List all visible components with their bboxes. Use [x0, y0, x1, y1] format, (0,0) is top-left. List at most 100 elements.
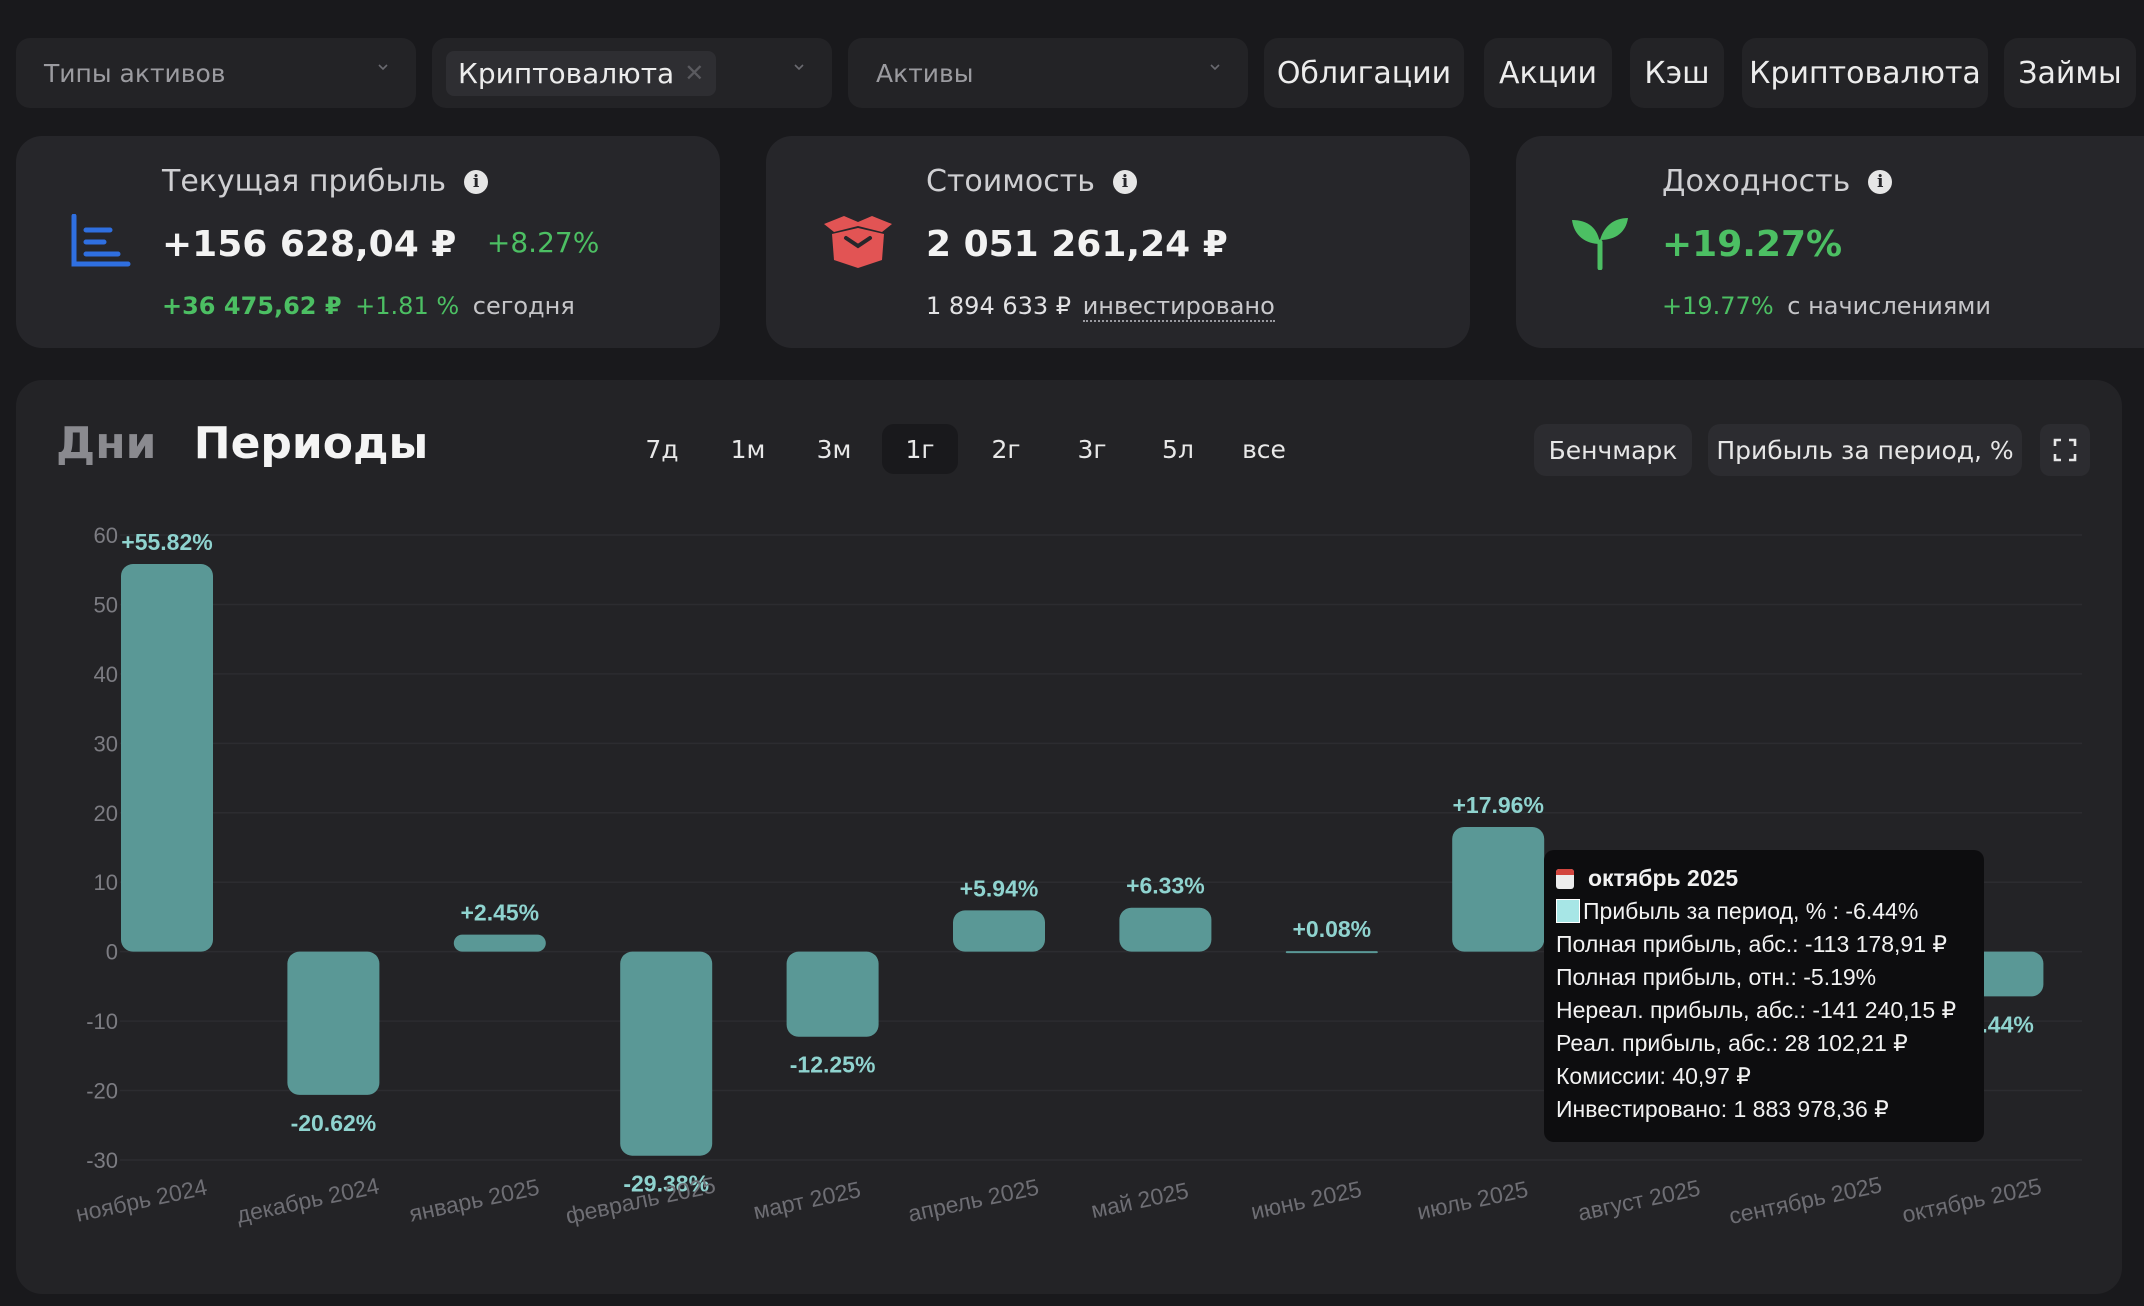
profit-label-row: Текущая прибыль i: [162, 164, 489, 199]
y-tick-label: 0: [106, 940, 118, 965]
x-tick-label: апрель 2025: [906, 1174, 1042, 1227]
info-icon[interactable]: i: [1112, 169, 1137, 194]
bar: [620, 951, 713, 1156]
yield-accrued-row: +19.77% с начислениями: [1662, 292, 1991, 320]
cost-label: Стоимость: [926, 164, 1095, 199]
info-icon[interactable]: i: [1868, 169, 1893, 194]
profit-percent: +8.27%: [486, 226, 600, 259]
expand-icon: [2053, 438, 2077, 462]
benchmark-button[interactable]: Бенчмарк: [1534, 424, 1692, 476]
info-icon[interactable]: i: [464, 169, 489, 194]
fullscreen-button[interactable]: [2040, 424, 2090, 476]
cost-card: Стоимость i 2 051 261,24 ₽ 1 894 633 ₽ и…: [766, 136, 1470, 348]
x-tick-label: октябрь 2025: [1900, 1173, 2044, 1228]
y-tick-label: 10: [94, 870, 118, 895]
selected-chip-label: Криптовалюта: [458, 56, 675, 90]
range-5y[interactable]: 5л: [1162, 434, 1194, 464]
tooltip-line: Полная прибыль, абс.: -113 178,91 ₽: [1556, 931, 1948, 957]
profit-today-percent: +1.81 %: [355, 292, 460, 320]
range-7d[interactable]: 7д: [645, 434, 679, 464]
data-label: +6.33%: [1126, 873, 1205, 899]
bar: [453, 934, 546, 952]
tooltip-line: Нереал. прибыль, абс.: -141 240,15 ₽: [1556, 997, 1957, 1023]
x-tick-label: март 2025: [751, 1176, 863, 1224]
chart-list-icon: [71, 214, 131, 267]
profit-today-suffix: сегодня: [472, 292, 575, 320]
bar: [287, 951, 380, 1095]
metric-button[interactable]: Прибыль за период, %: [1708, 424, 2022, 476]
series-swatch: [1556, 899, 1580, 923]
sprout-icon: [1572, 218, 1628, 270]
bar: [121, 564, 213, 952]
asset-types-placeholder: Типы активов: [44, 58, 226, 88]
tooltip-line: Инвестировано: 1 883 978,36 ₽: [1556, 1096, 1889, 1122]
box-icon: [824, 216, 892, 268]
y-tick-label: 20: [94, 801, 118, 826]
currency-select[interactable]: Криптовалюта ✕: [432, 38, 832, 108]
data-label: +5.94%: [960, 875, 1039, 901]
chevron-down-icon: [1210, 64, 1220, 71]
tooltip-line: Полная прибыль, отн.: -5.19%: [1556, 964, 1877, 990]
cost-invested-row: 1 894 633 ₽ инвестировано: [926, 292, 1275, 322]
x-tick-label: август 2025: [1575, 1175, 1702, 1226]
cost-invested-suffix[interactable]: инвестировано: [1082, 292, 1275, 322]
range-3m[interactable]: 3м: [816, 434, 852, 464]
tooltip-line: Комиссии: 40,97 ₽: [1556, 1063, 1751, 1089]
calendar-icon: [1556, 868, 1574, 889]
profit-value: +156 628,04 ₽: [162, 224, 457, 265]
chart-tooltip: октябрь 2025 Прибыль за период, % : -6.4…: [1544, 850, 1984, 1142]
profit-card: Текущая прибыль i +156 628,04 ₽ +8.27% +…: [16, 136, 720, 348]
range-3y[interactable]: 3г: [1077, 434, 1107, 464]
tooltip-line: Реал. прибыль, абс.: 28 102,21 ₽: [1556, 1030, 1908, 1056]
data-label: +55.82%: [121, 529, 212, 555]
y-tick-label: 60: [94, 523, 118, 548]
bar: [786, 951, 879, 1037]
cost-value: 2 051 261,24 ₽: [926, 224, 1228, 265]
profit-today-value: +36 475,62 ₽: [162, 292, 342, 320]
tooltip-line: Прибыль за период, % : -6.44%: [1556, 895, 1972, 928]
data-label: -29.38%: [623, 1171, 709, 1197]
tag-loans[interactable]: Займы: [2004, 38, 2136, 108]
data-label: +17.96%: [1452, 792, 1543, 818]
bar: [1119, 907, 1212, 952]
y-tick-label: 40: [94, 662, 118, 687]
close-icon[interactable]: ✕: [684, 59, 705, 87]
profit-value-row: +156 628,04 ₽ +8.27%: [162, 224, 599, 265]
bar: [1452, 826, 1545, 952]
tag-crypto[interactable]: Криптовалюта: [1742, 38, 1988, 108]
range-all[interactable]: все: [1242, 434, 1286, 464]
assets-select[interactable]: Активы: [848, 38, 1248, 108]
cost-label-row: Стоимость i: [926, 164, 1137, 199]
bar: [953, 910, 1045, 952]
x-tick-label: январь 2025: [407, 1174, 542, 1227]
yield-value: +19.27%: [1662, 224, 1843, 265]
data-label: +0.08%: [1292, 916, 1371, 942]
x-tick-label: ноябрь 2024: [73, 1174, 209, 1227]
tag-bonds[interactable]: Облигации: [1264, 38, 1464, 108]
yield-accrued-percent: +19.77%: [1662, 292, 1774, 320]
chevron-down-icon: [378, 64, 388, 71]
chevron-down-icon: [794, 64, 804, 71]
yield-label: Доходность: [1662, 164, 1851, 199]
tag-stocks[interactable]: Акции: [1484, 38, 1612, 108]
tag-cash[interactable]: Кэш: [1630, 38, 1724, 108]
x-tick-label: май 2025: [1089, 1177, 1191, 1223]
asset-types-select[interactable]: Типы активов: [16, 38, 416, 108]
range-2y[interactable]: 2г: [991, 434, 1021, 464]
data-label: +2.45%: [460, 900, 539, 926]
range-1y[interactable]: 1г: [882, 424, 958, 474]
yield-label-row: Доходность i: [1662, 164, 1893, 199]
x-tick-label: июль 2025: [1415, 1176, 1531, 1225]
x-tick-label: июнь 2025: [1248, 1176, 1363, 1225]
tooltip-title-row: октябрь 2025: [1556, 862, 1972, 895]
range-1m[interactable]: 1м: [730, 434, 766, 464]
selected-chip: Криптовалюта ✕: [446, 50, 717, 96]
y-tick-label: -10: [86, 1009, 118, 1034]
yield-card: Доходность i +19.27% +19.77% с начислени…: [1516, 136, 2144, 348]
tooltip-title: октябрь 2025: [1588, 865, 1739, 891]
x-tick-label: сентябрь 2025: [1727, 1171, 1885, 1229]
tab-days[interactable]: Дни: [56, 418, 157, 469]
tab-periods[interactable]: Периоды: [193, 418, 429, 469]
y-tick-label: 50: [94, 592, 118, 617]
